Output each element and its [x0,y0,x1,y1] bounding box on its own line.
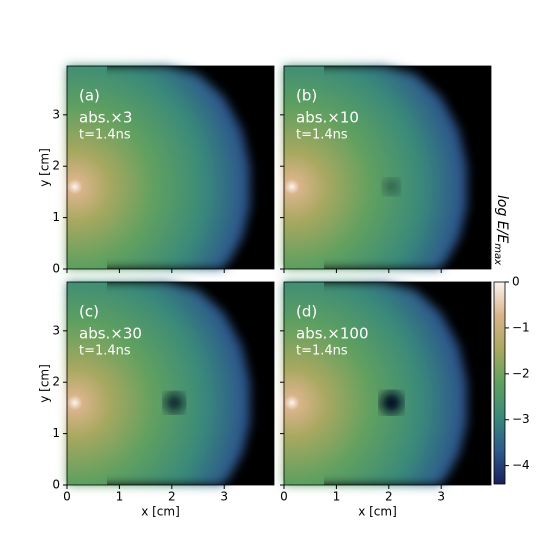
colorbar-tick-label: −4 [512,458,530,472]
edge-fill [284,66,324,269]
x-tick-label: 3 [437,490,445,504]
obstacle-shadow [383,178,400,195]
annotation: t=1.4ns [79,344,131,359]
x-tick-label: 2 [168,490,176,504]
axes-frame [283,65,492,270]
heatmap-field [67,282,251,485]
colorbar-tick-label: −3 [512,412,530,426]
annotation: abs.×100 [296,325,369,343]
colorbar-tick-label: 0 [512,275,520,289]
y-tick-label: 1 [52,426,60,440]
x-axis-label: x [cm] [358,505,397,519]
x-tick-label: 0 [280,490,288,504]
y-tick-label: 2 [52,375,60,389]
annotation: abs.×10 [296,109,359,127]
annotation: t=1.4ns [79,128,131,143]
heatmap-field [67,66,251,269]
colorbar-tick-label: −2 [512,366,530,380]
x-tick-label: 0 [63,490,71,504]
panel-label: (c) [79,303,99,321]
obstacle-shadow [164,392,185,413]
annotation: abs.×3 [79,109,132,127]
y-tick-label: 2 [52,159,60,173]
axes-frame [66,281,275,486]
colorbar [493,281,506,485]
obstacle-shadow [380,391,403,414]
y-tick-label: 1 [52,210,60,224]
panel-label: (a) [79,87,100,105]
y-tick-label: 0 [52,262,60,276]
x-tick-label: 3 [220,490,228,504]
edge-fill [67,66,107,269]
colorbar-label: log E/Emax [492,195,510,265]
x-tick-label: 2 [385,490,393,504]
panel-label: (d) [296,303,317,321]
axes-frame [66,65,275,270]
edge-fill [67,282,107,485]
annotation: t=1.4ns [296,128,348,143]
heatmap-field [284,282,468,485]
x-axis-label: x [cm] [141,505,180,519]
heatmap-field [284,66,468,269]
x-tick-label: 1 [116,490,124,504]
colorbar-tick-label: −1 [512,320,530,334]
annotation: abs.×30 [79,325,142,343]
edge-fill [284,282,324,485]
y-tick-label: 3 [52,107,60,121]
y-tick-label: 3 [52,323,60,337]
x-tick-label: 1 [333,490,341,504]
y-axis-label: y [cm] [38,364,52,403]
y-tick-label: 0 [52,478,60,492]
panel-label: (b) [296,87,317,105]
y-axis-label: y [cm] [38,148,52,187]
axes-frame [283,281,492,486]
annotation: t=1.4ns [296,344,348,359]
